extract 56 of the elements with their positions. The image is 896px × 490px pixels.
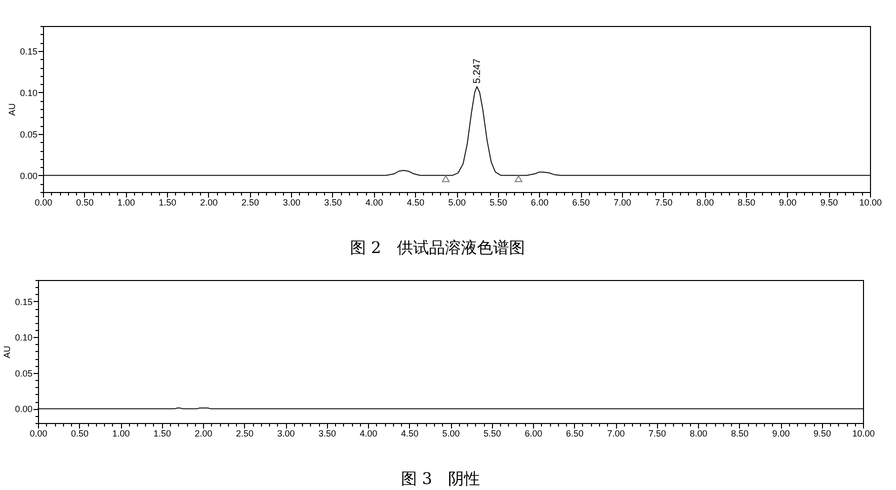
x-tick-label: 6.00 bbox=[530, 198, 548, 208]
x-tick-label: 7.50 bbox=[654, 198, 673, 208]
y-tick-label: 0.15 bbox=[14, 296, 32, 307]
x-tick-label: 1.50 bbox=[153, 428, 172, 438]
x-tick-label: 10.00 bbox=[852, 428, 875, 438]
x-tick-label: 7.50 bbox=[648, 428, 666, 438]
y-tick-label: 0.00 bbox=[20, 170, 38, 181]
y-tick-label: 0.15 bbox=[20, 46, 38, 56]
x-tick-label: 5.50 bbox=[483, 428, 502, 438]
x-tick-label: 2.50 bbox=[236, 428, 254, 438]
x-tick-label: 8.00 bbox=[690, 428, 708, 438]
x-tick-label: 10.00 bbox=[859, 198, 882, 208]
y-tick-label: 0.10 bbox=[20, 88, 38, 98]
x-tick-label: 2.00 bbox=[194, 428, 212, 438]
x-tick-label: 0.00 bbox=[30, 428, 48, 438]
x-tick-label: 1.00 bbox=[117, 198, 135, 208]
x-tick-label: 9.50 bbox=[813, 428, 832, 438]
x-tick-label: 5.00 bbox=[448, 198, 466, 208]
x-tick-label: 0.50 bbox=[70, 428, 89, 438]
x-tick-label: 5.50 bbox=[490, 198, 508, 208]
x-tick-label: 8.00 bbox=[696, 198, 714, 208]
x-tick-label: 1.50 bbox=[158, 198, 176, 208]
x-tick-label: 3.00 bbox=[282, 198, 300, 208]
x-tick-label: 0.50 bbox=[76, 198, 94, 208]
y-tick-label: 0.00 bbox=[14, 404, 32, 414]
x-tick-label: 8.50 bbox=[738, 198, 756, 208]
y-tick-label: 0.05 bbox=[14, 368, 32, 378]
x-tick-label: 2.00 bbox=[200, 198, 218, 208]
x-tick-label: 7.00 bbox=[607, 428, 625, 438]
x-tick-label: 9.50 bbox=[820, 198, 838, 208]
text: 图 3 阴性 bbox=[400, 469, 480, 488]
x-tick-label: 9.00 bbox=[779, 198, 797, 208]
x-tick-label: 4.50 bbox=[400, 428, 419, 438]
x-tick-label: 6.00 bbox=[524, 428, 542, 438]
x-tick-label: 6.50 bbox=[572, 198, 590, 208]
x-tick-label: 4.50 bbox=[406, 198, 424, 208]
x-tick-label: 5.00 bbox=[442, 428, 460, 438]
x-tick-label: 9.00 bbox=[772, 428, 790, 438]
x-tick-label: 3.50 bbox=[318, 428, 336, 438]
y-axis-title: AU bbox=[2, 346, 12, 358]
x-tick-label: 0.00 bbox=[34, 198, 52, 208]
x-tick-label: 7.00 bbox=[614, 198, 632, 208]
x-tick-label: 2.50 bbox=[241, 198, 260, 208]
x-tick-label: 3.00 bbox=[277, 428, 295, 438]
y-axis-title: AU bbox=[6, 103, 17, 116]
x-tick-label: 6.50 bbox=[566, 428, 584, 438]
annotation: 5.247 bbox=[472, 58, 483, 84]
y-tick-label: 0.05 bbox=[20, 129, 38, 140]
x-tick-label: 4.00 bbox=[366, 198, 384, 208]
x-tick-label: 1.00 bbox=[112, 428, 130, 438]
y-tick-label: 0.10 bbox=[14, 332, 32, 343]
x-tick-label: 8.50 bbox=[730, 428, 749, 438]
line-series bbox=[42, 86, 870, 176]
x-tick-label: 4.00 bbox=[360, 428, 378, 438]
text: 图 2 供试品溶液色谱图 bbox=[350, 238, 526, 257]
x-tick-label: 3.50 bbox=[324, 198, 342, 208]
